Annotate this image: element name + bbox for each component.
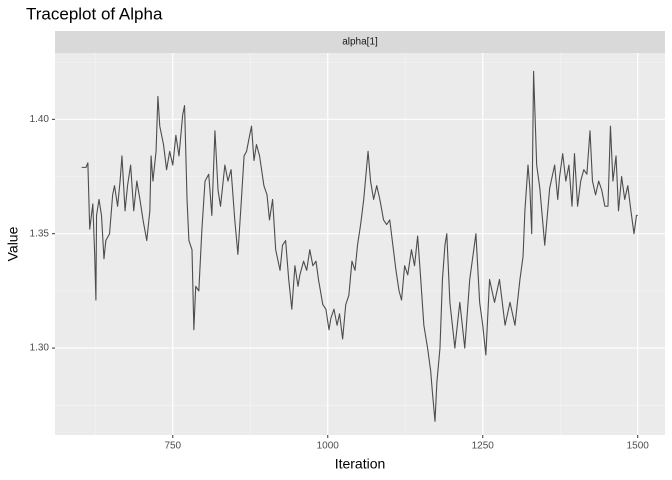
- chart-title: Traceplot of Alpha: [26, 4, 163, 23]
- x-tick-label: 1500: [627, 441, 650, 452]
- x-tick-label: 1000: [317, 441, 340, 452]
- panel: [55, 53, 665, 435]
- y-tick-label: 1.35: [30, 228, 50, 239]
- trace-line: [81, 70, 638, 422]
- facet-label: alpha[1]: [342, 37, 378, 48]
- y-tick-label: 1.40: [30, 114, 50, 125]
- x-tick-label: 750: [164, 441, 181, 452]
- facet-strip: [55, 31, 665, 53]
- x-axis-label: Iteration: [335, 456, 386, 472]
- y-tick-label: 1.30: [30, 343, 50, 354]
- y-axis-label: Value: [5, 226, 21, 261]
- x-tick-label: 1250: [472, 441, 495, 452]
